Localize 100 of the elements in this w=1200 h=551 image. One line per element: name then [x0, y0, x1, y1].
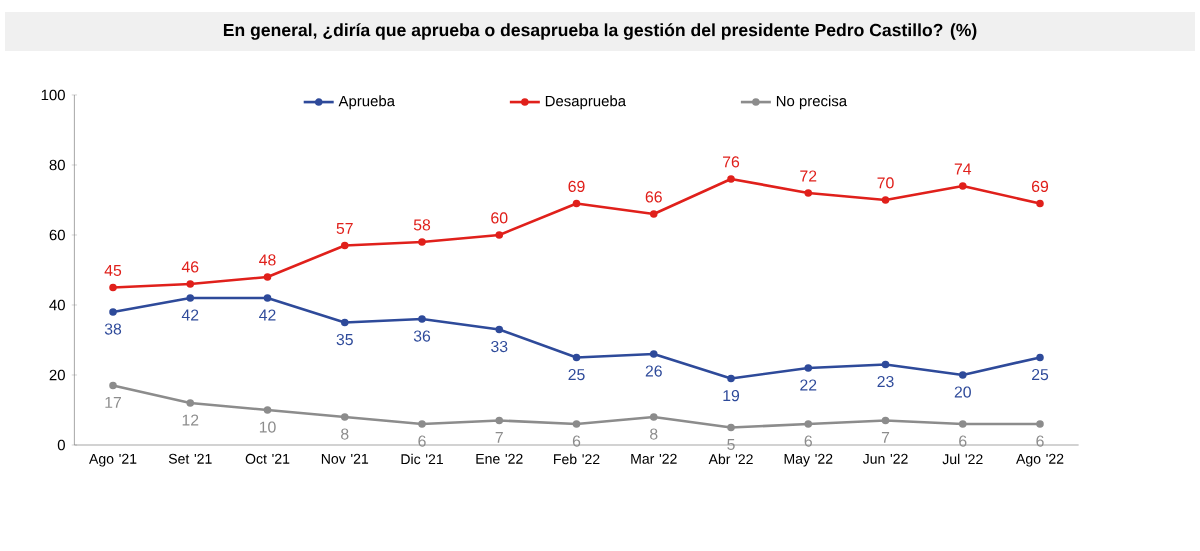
data-label: 45	[104, 264, 122, 277]
point	[495, 416, 504, 425]
chart-title: En general, ¿diría que aprueba o desaprueba la gestión del presidente Pedro Castillo? (%)	[223, 23, 977, 40]
x-tick-label: Set '21	[168, 453, 212, 464]
legend-label: No precisa	[776, 95, 848, 110]
point	[109, 381, 117, 390]
point	[495, 231, 504, 239]
data-label: 69	[1032, 180, 1049, 192]
point	[804, 189, 813, 197]
point	[958, 182, 967, 190]
point	[418, 238, 426, 246]
point	[881, 196, 890, 204]
point	[572, 199, 581, 208]
data-label: 8	[650, 428, 658, 440]
data-label: 25	[1032, 368, 1049, 381]
data-label: 48	[259, 254, 276, 266]
data-label: 20	[954, 386, 971, 398]
point	[958, 420, 967, 428]
data-label: 46	[181, 261, 199, 273]
point	[727, 423, 735, 432]
data-label: 7	[495, 431, 503, 443]
point	[649, 413, 658, 421]
point	[1036, 199, 1044, 208]
data-label: 76	[723, 156, 740, 168]
x-tick-label: Jul '22	[942, 453, 983, 465]
data-label: 17	[105, 396, 121, 408]
point	[727, 374, 735, 383]
data-label: 36	[413, 330, 431, 342]
data-label: 26	[645, 365, 662, 377]
y-tick-label: 20	[49, 369, 65, 381]
y-tick-label: 80	[49, 159, 65, 171]
y-tick-label: 60	[49, 229, 65, 241]
point	[1036, 353, 1044, 362]
y-tick-label: 40	[49, 299, 65, 311]
y-tick-label: 0	[57, 439, 65, 451]
data-label: 60	[491, 212, 508, 224]
point	[186, 399, 195, 407]
x-tick-label: Ago '21	[89, 453, 137, 467]
point	[804, 364, 813, 372]
data-label: 7	[881, 431, 890, 443]
point	[1036, 420, 1044, 428]
x-tick-label: Dic '21	[401, 453, 443, 465]
data-label: 19	[723, 389, 740, 402]
point	[649, 210, 658, 218]
point	[495, 325, 504, 334]
data-label: 33	[491, 340, 508, 353]
data-label: 38	[104, 323, 122, 335]
point	[958, 371, 967, 379]
x-tick-label: Nov '21	[321, 453, 369, 464]
point	[881, 416, 890, 425]
data-label: 69	[568, 180, 585, 192]
point	[186, 294, 195, 302]
data-label: 25	[568, 368, 585, 381]
data-label: 12	[182, 414, 199, 426]
data-label: 58	[413, 219, 431, 231]
data-label: 6	[418, 435, 426, 447]
point	[418, 315, 426, 323]
point	[572, 420, 581, 428]
data-label: 6	[572, 435, 581, 447]
point	[881, 360, 890, 369]
point	[727, 175, 735, 183]
data-label: 35	[336, 333, 353, 346]
data-label: 42	[181, 309, 199, 321]
point	[340, 318, 349, 327]
point	[340, 241, 349, 250]
x-tick-label: Ene '22	[476, 453, 523, 464]
data-label: 6	[1036, 435, 1044, 447]
data-label: 72	[800, 170, 817, 182]
data-label: 57	[336, 222, 353, 235]
legend-label: Desaprueba	[545, 95, 627, 110]
x-tick-label: Jun '22	[862, 453, 908, 464]
data-label: 70	[877, 177, 894, 189]
point	[109, 308, 117, 316]
point	[649, 350, 658, 358]
data-label: 66	[645, 191, 662, 203]
x-tick-label: Ago '22	[1016, 453, 1064, 467]
point	[418, 420, 426, 428]
data-label: 5	[727, 438, 735, 451]
data-label: 23	[877, 375, 894, 388]
point	[263, 294, 272, 302]
data-label: 10	[259, 421, 276, 433]
data-label: 22	[800, 379, 817, 391]
data-label: 6	[959, 435, 967, 447]
point	[186, 280, 195, 288]
point	[804, 420, 813, 428]
data-label: 42	[259, 309, 276, 321]
x-tick-label: May '22	[784, 453, 833, 467]
x-tick-label: Abr '22	[708, 453, 753, 465]
data-label: 6	[804, 435, 812, 447]
data-label: 8	[341, 428, 349, 440]
data-label: 74	[954, 163, 972, 175]
point	[340, 413, 349, 421]
x-tick-label: Feb '22	[554, 453, 600, 465]
point	[263, 406, 272, 414]
y-tick-label: 100	[41, 89, 65, 101]
point	[572, 353, 581, 362]
point	[263, 273, 272, 281]
x-tick-label: Mar '22	[631, 453, 677, 464]
x-tick-label: Oct '21	[245, 453, 290, 464]
legend-label: Aprueba	[338, 95, 395, 110]
